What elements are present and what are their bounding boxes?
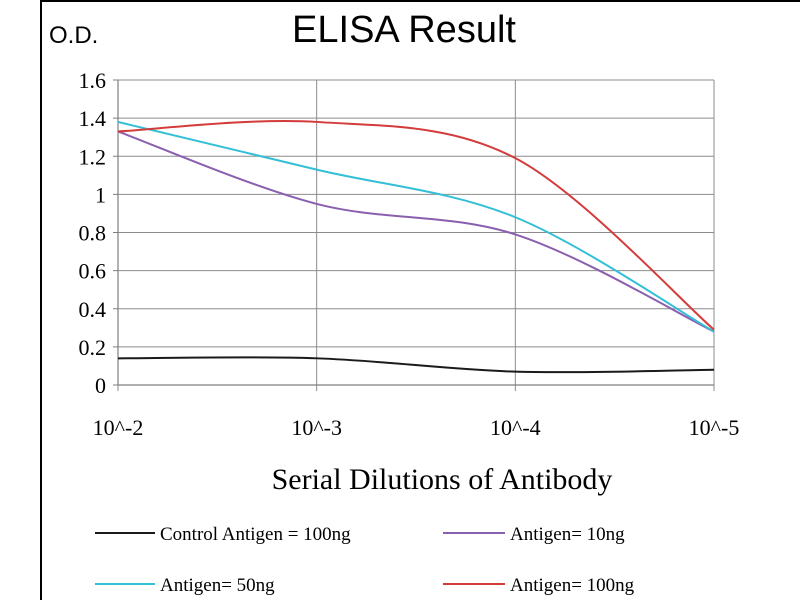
chart-title: ELISA Result bbox=[292, 9, 516, 51]
y-tick-label: 1.4 bbox=[79, 106, 107, 131]
y-tick-label: 0.2 bbox=[79, 335, 107, 360]
series-layer bbox=[117, 119, 715, 374]
top-border bbox=[40, 0, 800, 2]
y-tick-label: 0 bbox=[95, 373, 106, 398]
y-tick-label: 0.4 bbox=[79, 297, 107, 322]
legend-label: Antigen= 100ng bbox=[510, 575, 635, 596]
series-line bbox=[117, 119, 715, 331]
x-axis-label: Serial Dilutions of Antibody bbox=[272, 463, 613, 496]
x-tick-label: 10^-3 bbox=[291, 415, 342, 440]
x-tick-label: 10^-2 bbox=[93, 415, 144, 440]
y-tick-label: 0.6 bbox=[79, 259, 107, 284]
y-axis-label: O.D. bbox=[49, 22, 98, 49]
y-tick-label: 1 bbox=[95, 182, 106, 207]
legend-label: Antigen= 10ng bbox=[510, 524, 625, 545]
x-tick-label: 10^-4 bbox=[490, 415, 541, 440]
tick-layer: 0 0.2 0.4 0.6 0.8 1 1.2 1.4 1.6 10^-2 10^-3 10^-4 10… bbox=[79, 68, 740, 440]
y-tick-label: 0.8 bbox=[79, 221, 107, 246]
legend-label: Control Antigen = 100ng bbox=[160, 524, 351, 545]
series-line bbox=[117, 356, 715, 374]
y-tick-label: 1.6 bbox=[79, 68, 107, 93]
legend: Control Antigen = 100ng Antigen= 10ng Anti… bbox=[95, 524, 635, 596]
axis-layer bbox=[113, 79, 715, 391]
y-tick-label: 1.2 bbox=[79, 144, 107, 169]
series-line bbox=[117, 120, 715, 333]
grid-layer bbox=[118, 79, 715, 385]
legend-label: Antigen= 50ng bbox=[160, 575, 275, 596]
x-tick-label: 10^-5 bbox=[689, 415, 740, 440]
series-line bbox=[117, 130, 715, 333]
left-border bbox=[40, 0, 42, 600]
